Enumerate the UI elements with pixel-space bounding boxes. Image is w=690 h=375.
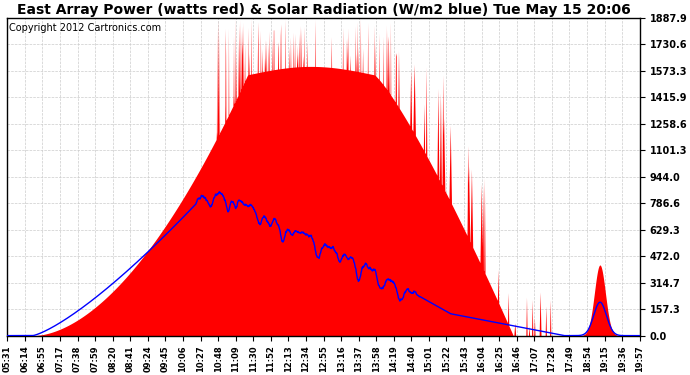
Text: Copyright 2012 Cartronics.com: Copyright 2012 Cartronics.com (8, 23, 161, 33)
Title: East Array Power (watts red) & Solar Radiation (W/m2 blue) Tue May 15 20:06: East Array Power (watts red) & Solar Rad… (17, 3, 631, 17)
